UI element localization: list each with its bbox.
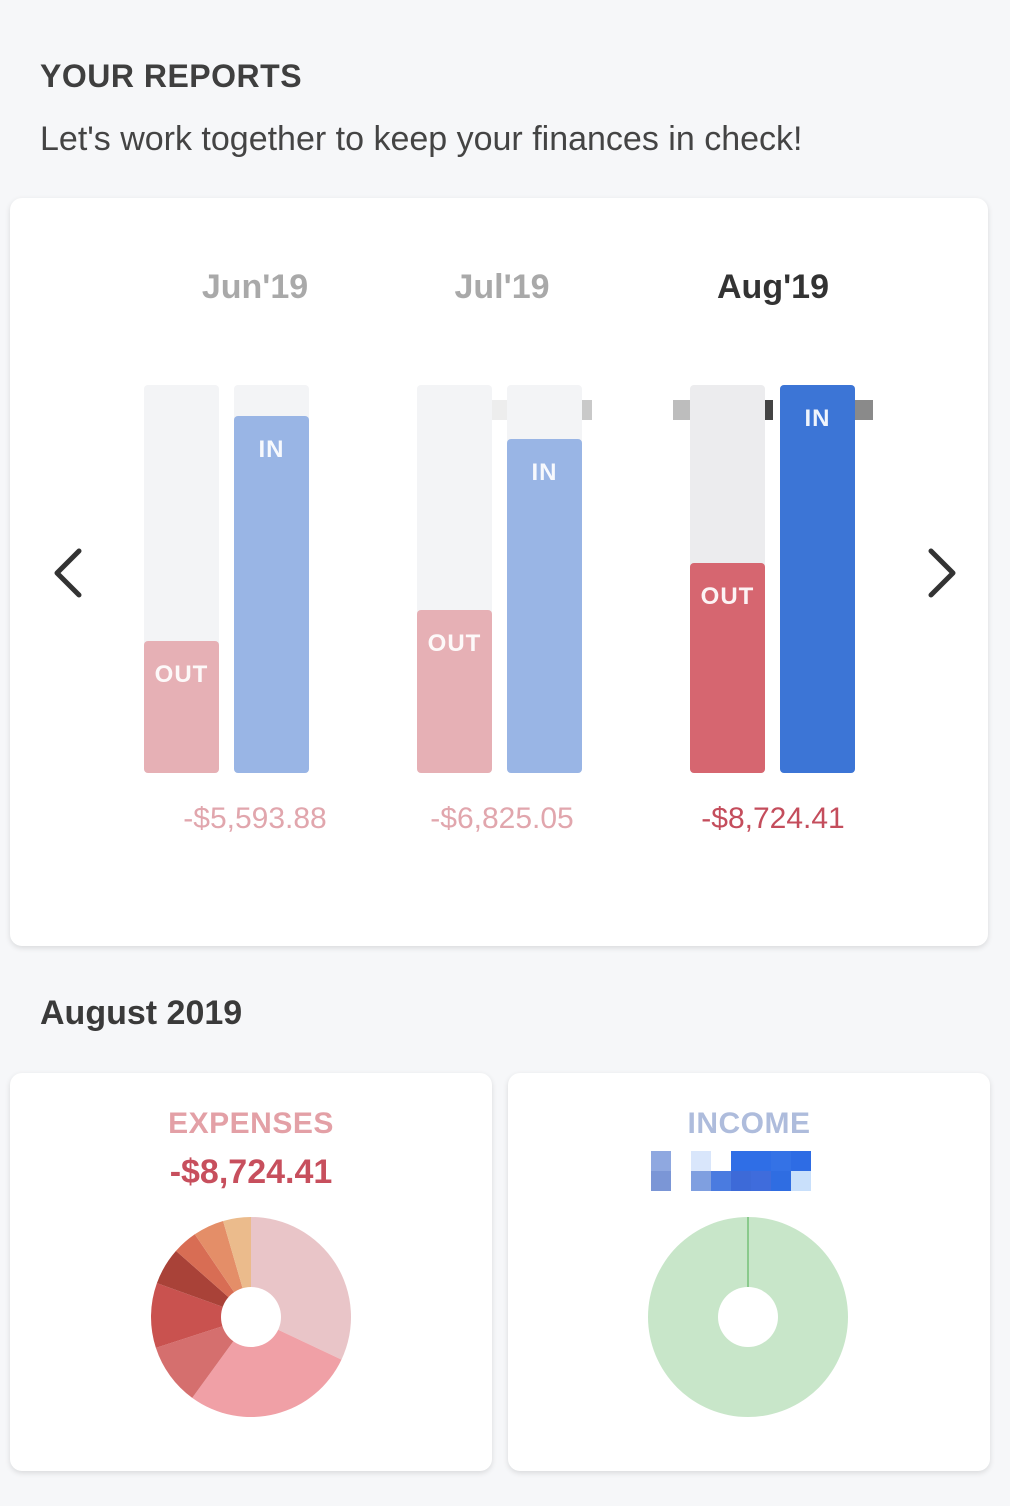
expenses-value: -$8,724.41 (169, 1153, 333, 1191)
in-track: IN (507, 385, 582, 773)
expenses-title: EXPENSES (168, 1107, 334, 1140)
out-bar-label: OUT (154, 661, 209, 688)
income-donut-hole (718, 1287, 778, 1347)
out-bar-label: OUT (700, 583, 755, 610)
month-label: Jun'19 (201, 268, 309, 306)
income-card[interactable]: INCOME (508, 1073, 990, 1471)
chevron-right-icon (928, 548, 956, 598)
out-bar-label: OUT (427, 630, 482, 657)
net-amount: -$5,593.88 (183, 802, 327, 835)
out-bar: OUT (144, 641, 219, 773)
out-bar: OUT (417, 610, 492, 773)
page-title: YOUR REPORTS (40, 58, 303, 94)
in-bar: IN (234, 416, 309, 773)
in-bar: IN (507, 439, 582, 773)
net-amount: -$8,724.41 (701, 802, 845, 835)
bar-pair: OUT IN (382, 385, 622, 773)
redacted-detail (382, 847, 622, 867)
out-bar: OUT (690, 563, 765, 773)
expenses-card[interactable]: EXPENSES -$8,724.41 (10, 1073, 492, 1471)
previous-month-button[interactable] (42, 543, 92, 603)
month-label: Aug'19 (717, 268, 829, 306)
income-title: INCOME (687, 1107, 811, 1140)
redacted-detail (135, 847, 375, 867)
expenses-donut-hole (221, 1287, 281, 1347)
month-label: Jul'19 (454, 268, 550, 306)
month-column-jul[interactable]: Jul'19 OUT IN -$6,825.05 (382, 268, 622, 888)
out-track: OUT (417, 385, 492, 773)
expenses-donut-chart (151, 1217, 351, 1417)
expenses-slice-1[interactable] (192, 1317, 342, 1417)
in-bar-label: IN (804, 405, 831, 432)
in-bar-label: IN (531, 459, 558, 486)
chevron-left-icon (54, 548, 82, 598)
month-column-jun[interactable]: Jun'19 OUT IN -$5,593.88 (135, 268, 375, 888)
bar-pair: OUT IN (135, 385, 375, 773)
net-amount: -$6,825.05 (430, 802, 574, 835)
redacted-income-value (651, 1151, 813, 1191)
expenses-slice-2[interactable] (155, 1317, 251, 1398)
out-track: OUT (690, 385, 765, 773)
next-month-button[interactable] (918, 543, 968, 603)
page-subtitle: Let's work together to keep your finance… (40, 120, 803, 158)
redacted-detail (653, 847, 893, 867)
expenses-slice-3[interactable] (151, 1283, 251, 1348)
income-donut-chart (648, 1217, 848, 1417)
in-track: IN (780, 385, 855, 773)
in-bar-label: IN (258, 436, 285, 463)
out-track: OUT (144, 385, 219, 773)
month-column-aug[interactable]: Aug'19 OUT IN (653, 268, 893, 888)
bar-pair: OUT IN (653, 385, 893, 773)
in-track: IN (234, 385, 309, 773)
monthly-overview-card: Jun'19 OUT IN -$5,593.88 (10, 198, 988, 946)
in-bar: IN (780, 385, 855, 773)
month-section-title: August 2019 (40, 994, 243, 1032)
